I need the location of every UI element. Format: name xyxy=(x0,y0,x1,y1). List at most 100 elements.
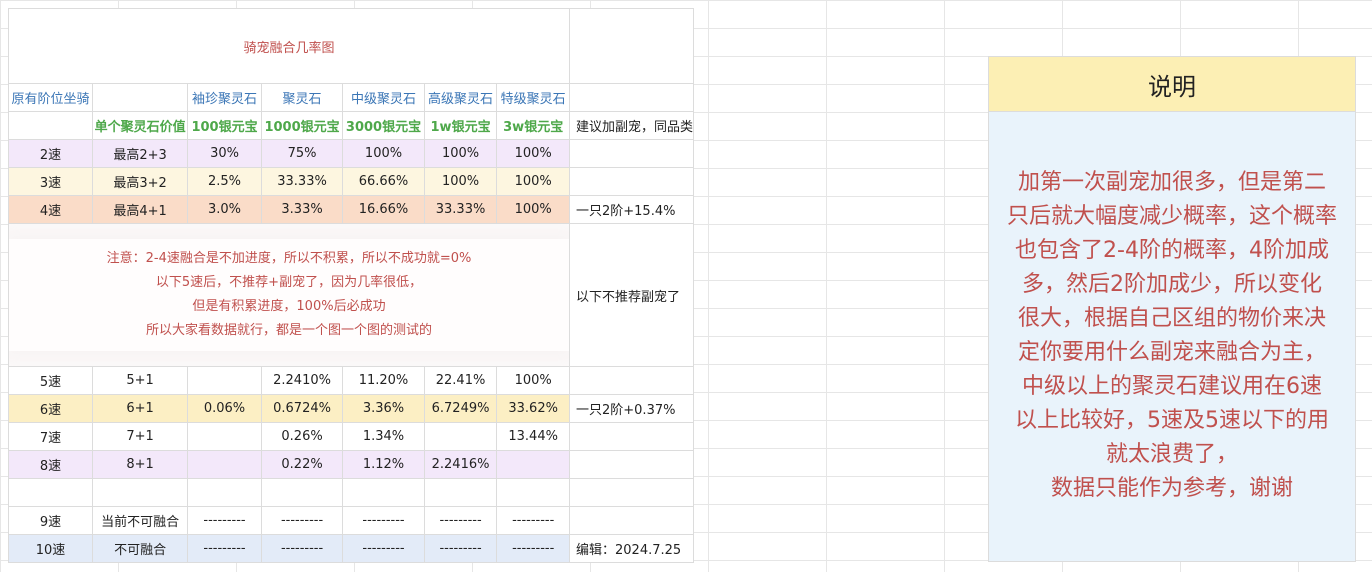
rate-cell[interactable]: 75% xyxy=(260,139,344,168)
row-note[interactable] xyxy=(568,139,695,168)
max-cell[interactable]: 当前不可融合 xyxy=(91,506,189,535)
rate-cell[interactable]: 66.66% xyxy=(342,167,425,196)
rate-cell[interactable]: 33.33% xyxy=(423,195,498,224)
rate-cell[interactable]: --------- xyxy=(187,506,262,535)
speed-cell[interactable]: 5速 xyxy=(8,366,93,395)
rate-cell[interactable]: --------- xyxy=(496,506,570,535)
rate-cell[interactable]: --------- xyxy=(260,534,344,563)
rate-cell[interactable]: 11.20% xyxy=(342,366,425,395)
speed-cell[interactable]: 2速 xyxy=(8,139,93,168)
speed-cell[interactable]: 7速 xyxy=(8,422,93,451)
price-value[interactable]: 100银元宝 xyxy=(187,111,262,140)
header-stone[interactable]: 中级聚灵石 xyxy=(342,83,425,112)
notice-side-note[interactable]: 以下不推荐副宠了 xyxy=(568,223,695,367)
rate-cell[interactable]: 1.34% xyxy=(342,422,425,451)
price-blank[interactable] xyxy=(8,111,93,140)
row-note[interactable]: 一只2阶+0.37% xyxy=(568,394,695,423)
rate-cell[interactable]: 100% xyxy=(342,139,425,168)
header-stone[interactable]: 高级聚灵石 xyxy=(423,83,498,112)
rate-cell[interactable]: 16.66% xyxy=(342,195,425,224)
rate-cell[interactable]: 2.5% xyxy=(187,167,262,196)
rate-cell[interactable]: 13.44% xyxy=(496,422,570,451)
rate-cell[interactable]: --------- xyxy=(342,506,425,535)
header-note[interactable] xyxy=(568,83,695,112)
row-note[interactable]: 一只2阶+15.4% xyxy=(568,195,695,224)
rate-cell[interactable]: 100% xyxy=(496,195,570,224)
price-value[interactable]: 1w银元宝 xyxy=(423,111,498,140)
header-blank[interactable] xyxy=(91,83,189,112)
price-note[interactable]: 建议加副宠，同品类 xyxy=(568,111,695,140)
max-cell[interactable]: 最高4+1 xyxy=(91,195,189,224)
speed-cell[interactable]: 6速 xyxy=(8,394,93,423)
speed-cell[interactable]: 4速 xyxy=(8,195,93,224)
rate-cell[interactable]: --------- xyxy=(260,506,344,535)
rate-cell[interactable] xyxy=(496,450,570,479)
price-value[interactable]: 3000银元宝 xyxy=(342,111,425,140)
max-cell[interactable]: 最高2+3 xyxy=(91,139,189,168)
header-stone[interactable]: 特级聚灵石 xyxy=(496,83,570,112)
max-cell[interactable]: 6+1 xyxy=(91,394,189,423)
header-stone[interactable]: 聚灵石 xyxy=(260,83,344,112)
rate-cell[interactable]: --------- xyxy=(423,506,498,535)
empty-cell[interactable] xyxy=(568,8,695,84)
max-cell[interactable]: 5+1 xyxy=(91,366,189,395)
rate-cell[interactable] xyxy=(187,422,262,451)
empty-cell[interactable] xyxy=(423,478,498,507)
max-cell[interactable]: 最高3+2 xyxy=(91,167,189,196)
rate-cell[interactable]: 0.6724% xyxy=(260,394,344,423)
rate-cell[interactable]: 2.2410% xyxy=(260,366,344,395)
rate-cell[interactable]: 6.7249% xyxy=(423,394,498,423)
empty-cell[interactable] xyxy=(8,478,93,507)
rate-cell[interactable]: 100% xyxy=(496,139,570,168)
speed-cell[interactable]: 10速 xyxy=(8,534,93,563)
empty-cell[interactable] xyxy=(342,478,425,507)
rate-cell[interactable]: 2.2416% xyxy=(423,450,498,479)
header-mount[interactable]: 原有阶位坐骑 xyxy=(8,83,93,112)
rate-cell[interactable]: 3.33% xyxy=(260,195,344,224)
speed-cell[interactable]: 9速 xyxy=(8,506,93,535)
rate-cell[interactable]: --------- xyxy=(342,534,425,563)
rate-cell[interactable]: --------- xyxy=(423,534,498,563)
header-stone[interactable]: 袖珍聚灵石 xyxy=(187,83,262,112)
row-note[interactable] xyxy=(568,167,695,196)
rate-cell[interactable]: 30% xyxy=(187,139,262,168)
rate-cell[interactable]: 0.26% xyxy=(260,422,344,451)
rate-cell[interactable] xyxy=(423,422,498,451)
max-cell[interactable]: 7+1 xyxy=(91,422,189,451)
rate-cell[interactable]: 100% xyxy=(423,167,498,196)
rate-cell[interactable]: --------- xyxy=(187,534,262,563)
edit-date-note[interactable]: 编辑：2024.7.25 xyxy=(568,534,695,563)
empty-cell[interactable] xyxy=(496,478,570,507)
explanation-heading[interactable]: 说明 xyxy=(989,57,1355,112)
empty-cell[interactable] xyxy=(260,478,344,507)
rate-cell[interactable]: 33.33% xyxy=(260,167,344,196)
explanation-text[interactable]: 加第一次副宠加很多，但是第二 只后就大幅度减少概率，这个概率 也包含了2-4阶的… xyxy=(989,166,1355,506)
rate-cell[interactable] xyxy=(187,366,262,395)
rate-cell[interactable]: 3.0% xyxy=(187,195,262,224)
rate-cell[interactable]: 1.12% xyxy=(342,450,425,479)
rate-cell[interactable]: 0.06% xyxy=(187,394,262,423)
rate-cell[interactable]: 33.62% xyxy=(496,394,570,423)
row-note[interactable] xyxy=(568,450,695,479)
rate-cell[interactable]: --------- xyxy=(496,534,570,563)
price-label[interactable]: 单个聚灵石价值 xyxy=(91,111,189,140)
row-note[interactable] xyxy=(568,506,695,535)
rate-cell[interactable]: 100% xyxy=(496,167,570,196)
max-cell[interactable]: 不可融合 xyxy=(91,534,189,563)
row-note[interactable] xyxy=(568,422,695,451)
empty-cell[interactable] xyxy=(91,478,189,507)
speed-cell[interactable]: 3速 xyxy=(8,167,93,196)
rate-cell[interactable]: 100% xyxy=(496,366,570,395)
price-value[interactable]: 1000银元宝 xyxy=(260,111,344,140)
empty-cell[interactable] xyxy=(568,478,695,507)
row-note[interactable] xyxy=(568,366,695,395)
rate-cell[interactable] xyxy=(187,450,262,479)
rate-cell[interactable]: 0.22% xyxy=(260,450,344,479)
price-value[interactable]: 3w银元宝 xyxy=(496,111,570,140)
rate-cell[interactable]: 22.41% xyxy=(423,366,498,395)
rate-cell[interactable]: 3.36% xyxy=(342,394,425,423)
empty-cell[interactable] xyxy=(187,478,262,507)
max-cell[interactable]: 8+1 xyxy=(91,450,189,479)
rate-cell[interactable]: 100% xyxy=(423,139,498,168)
speed-cell[interactable]: 8速 xyxy=(8,450,93,479)
